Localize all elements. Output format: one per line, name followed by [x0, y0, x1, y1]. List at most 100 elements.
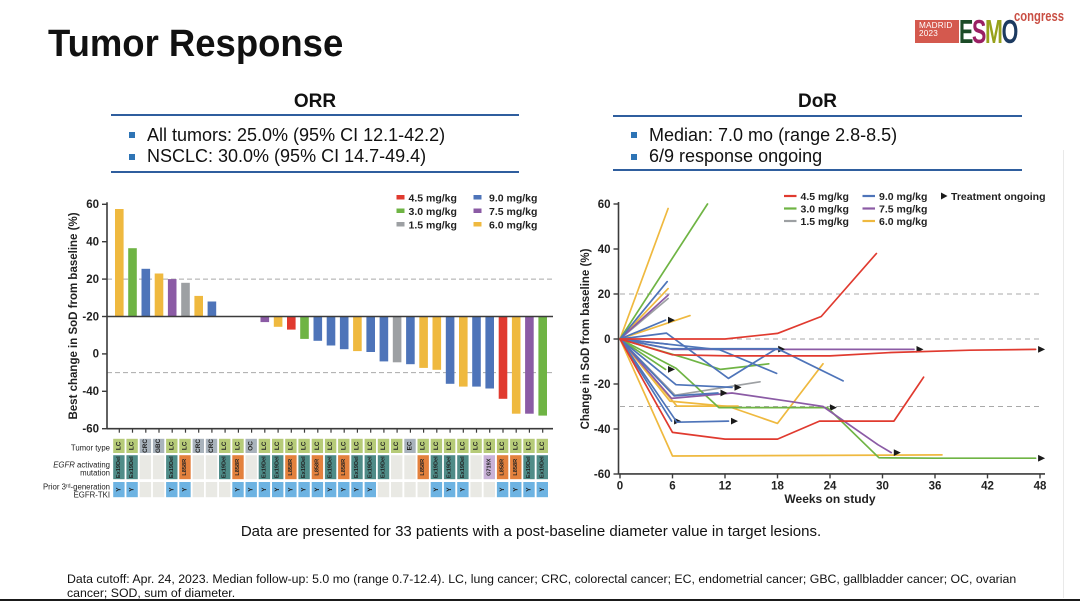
svg-text:Y: Y: [168, 487, 175, 492]
svg-text:24: 24: [824, 480, 837, 492]
svg-text:CRC: CRC: [142, 439, 149, 453]
svg-text:LC: LC: [235, 441, 242, 450]
svg-text:20: 20: [86, 274, 99, 286]
svg-text:LC: LC: [526, 441, 533, 450]
svg-text:Y: Y: [340, 487, 347, 492]
svg-text:Ex19Del: Ex19Del: [275, 456, 281, 478]
svg-text:Y: Y: [539, 487, 546, 492]
svg-text:LC: LC: [420, 441, 427, 450]
svg-text:Y: Y: [115, 487, 122, 492]
svg-text:0: 0: [93, 349, 99, 361]
svg-text:LC: LC: [499, 441, 506, 450]
svg-text:4.5 mg/kg: 4.5 mg/kg: [801, 191, 849, 203]
svg-text:Y: Y: [287, 487, 294, 492]
svg-text:L858R: L858R: [420, 459, 426, 476]
svg-text:0: 0: [617, 480, 623, 492]
svg-text:7.5 mg/kg: 7.5 mg/kg: [489, 206, 537, 218]
svg-text:LC: LC: [182, 441, 189, 450]
svg-text:40: 40: [86, 237, 99, 249]
svg-text:LC: LC: [512, 441, 519, 450]
svg-text:-20: -20: [82, 311, 99, 323]
svg-text:Y: Y: [182, 487, 189, 492]
svg-text:Ex19Del: Ex19Del: [539, 456, 545, 478]
svg-text:1.5 mg/kg: 1.5 mg/kg: [409, 220, 457, 232]
svg-text:Ex19Del: Ex19Del: [116, 456, 122, 478]
svg-text:Ex19Del: Ex19Del: [367, 456, 373, 478]
svg-text:Best change in SoD from baseli: Best change in SoD from baseline (%): [68, 212, 80, 419]
svg-text:GBC: GBC: [155, 438, 162, 453]
svg-text:LC: LC: [301, 441, 308, 450]
svg-text:LC: LC: [539, 441, 546, 450]
svg-text:LC: LC: [327, 441, 334, 450]
svg-text:EGFR activating: EGFR activating: [53, 461, 110, 470]
svg-text:LC: LC: [354, 441, 361, 450]
svg-text:42: 42: [981, 480, 994, 492]
svg-text:LC: LC: [433, 441, 440, 450]
svg-text:-40: -40: [82, 386, 99, 398]
svg-text:CRC: CRC: [195, 439, 202, 453]
svg-text:Ex19Del: Ex19Del: [447, 456, 453, 478]
svg-text:Y: Y: [235, 487, 242, 492]
svg-text:6.0 mg/kg: 6.0 mg/kg: [489, 220, 537, 232]
svg-text:-20: -20: [594, 379, 611, 391]
svg-text:Y: Y: [446, 487, 453, 492]
svg-text:Y: Y: [274, 487, 281, 492]
svg-text:6.0 mg/kg: 6.0 mg/kg: [879, 216, 927, 228]
svg-text:7.5 mg/kg: 7.5 mg/kg: [879, 204, 927, 216]
svg-text:LC: LC: [486, 441, 493, 450]
svg-text:LC: LC: [129, 441, 136, 450]
svg-text:Prior 3rd-generation: Prior 3rd-generation: [43, 483, 110, 492]
svg-text:4.5 mg/kg: 4.5 mg/kg: [409, 193, 457, 205]
svg-text:LC: LC: [340, 441, 347, 450]
svg-text:Y: Y: [367, 487, 374, 492]
svg-text:LC: LC: [115, 441, 122, 450]
svg-text:Weeks on study: Weeks on study: [784, 492, 875, 506]
svg-text:36: 36: [929, 480, 942, 492]
svg-text:20: 20: [598, 289, 611, 301]
svg-text:Y: Y: [459, 487, 466, 492]
svg-text:60: 60: [598, 199, 611, 211]
svg-text:60: 60: [86, 199, 99, 211]
svg-text:3.0 mg/kg: 3.0 mg/kg: [801, 204, 849, 216]
svg-text:G719X: G719X: [486, 458, 492, 476]
svg-text:mutation: mutation: [80, 469, 110, 478]
svg-text:L858R: L858R: [513, 459, 519, 476]
svg-text:L858R: L858R: [500, 459, 506, 476]
svg-text:Y: Y: [129, 487, 136, 492]
svg-text:Y: Y: [512, 487, 519, 492]
svg-text:Y: Y: [248, 487, 255, 492]
svg-text:12: 12: [719, 480, 732, 492]
svg-text:L858R: L858R: [235, 459, 241, 476]
svg-text:LC: LC: [446, 441, 453, 450]
svg-text:LC: LC: [221, 441, 228, 450]
svg-text:L858R: L858R: [288, 459, 294, 476]
svg-text:LC: LC: [367, 441, 374, 450]
svg-text:Ex19Del: Ex19Del: [381, 456, 387, 478]
svg-text:Y: Y: [261, 487, 268, 492]
svg-text:Y: Y: [526, 487, 533, 492]
svg-text:L858R: L858R: [341, 459, 347, 476]
svg-text:LC: LC: [314, 441, 321, 450]
svg-text:Y: Y: [499, 487, 506, 492]
svg-text:1.5 mg/kg: 1.5 mg/kg: [801, 216, 849, 228]
svg-text:OC: OC: [248, 441, 255, 451]
svg-text:Ex19Del: Ex19Del: [354, 456, 360, 478]
svg-text:-60: -60: [594, 469, 611, 481]
svg-text:Ex19Del: Ex19Del: [129, 456, 135, 478]
svg-text:Ex19Del: Ex19Del: [460, 456, 466, 478]
svg-text:0: 0: [604, 334, 610, 346]
svg-text:Ex19Del: Ex19Del: [222, 456, 228, 478]
svg-text:Ex19Del: Ex19Del: [261, 456, 267, 478]
svg-text:L858R: L858R: [182, 459, 188, 476]
svg-text:Ex19Del: Ex19Del: [526, 456, 532, 478]
svg-text:Ex19Del: Ex19Del: [301, 456, 307, 478]
svg-text:Ex19Del: Ex19Del: [328, 456, 334, 478]
svg-text:EC: EC: [407, 441, 414, 450]
svg-text:LC: LC: [261, 441, 268, 450]
svg-text:9.0 mg/kg: 9.0 mg/kg: [879, 191, 927, 203]
svg-text:Y: Y: [354, 487, 361, 492]
svg-text:Treatment ongoing: Treatment ongoing: [951, 191, 1046, 203]
svg-text:CRC: CRC: [208, 439, 215, 453]
svg-text:Tumor type: Tumor type: [71, 444, 110, 453]
svg-text:Y: Y: [301, 487, 308, 492]
